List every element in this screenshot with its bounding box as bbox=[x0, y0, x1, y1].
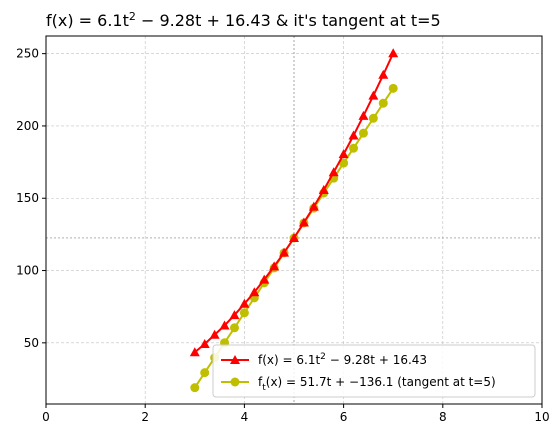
data-point bbox=[378, 98, 388, 108]
data-point bbox=[338, 149, 349, 159]
x-tick-label: 4 bbox=[241, 410, 249, 424]
data-point bbox=[358, 110, 369, 120]
data-point bbox=[259, 274, 270, 284]
data-point bbox=[190, 383, 200, 393]
data-point bbox=[239, 298, 250, 308]
data-point bbox=[289, 233, 299, 243]
tick-layer: 0 2 4 6 8 10 50 100 150 200 250 bbox=[16, 47, 550, 424]
data-point bbox=[269, 261, 280, 271]
x-tick-label: 10 bbox=[534, 410, 549, 424]
data-point bbox=[308, 201, 319, 211]
chart-title-suffix: − 9.28t + 16.43 & it's tangent at t=5 bbox=[136, 11, 441, 30]
data-point bbox=[378, 69, 389, 79]
data-point bbox=[349, 143, 359, 153]
legend-label-quadratic: f(x) = 6.1t2 − 9.28t + 16.43 bbox=[258, 352, 427, 367]
legend-label-quadratic-superscript: 2 bbox=[320, 352, 326, 362]
legend-markers bbox=[221, 355, 249, 387]
data-point bbox=[368, 90, 379, 100]
data-point bbox=[388, 48, 399, 58]
data-point bbox=[279, 247, 290, 257]
chart-title-prefix: f(x) = 6.1t bbox=[46, 11, 129, 30]
series-layer bbox=[189, 48, 399, 393]
x-tick-label: 6 bbox=[340, 410, 348, 424]
data-point bbox=[388, 83, 398, 93]
data-point bbox=[298, 217, 309, 227]
data-point bbox=[358, 128, 368, 138]
y-tick-label: 100 bbox=[16, 264, 39, 278]
legend-marker bbox=[230, 355, 240, 364]
y-tick-label: 150 bbox=[16, 191, 39, 205]
data-point bbox=[199, 338, 210, 348]
data-point bbox=[249, 287, 260, 297]
legend-label-quadratic-suffix: − 9.28t + 16.43 bbox=[326, 353, 427, 367]
data-point bbox=[318, 184, 329, 194]
data-point bbox=[328, 167, 339, 177]
x-tick-label: 0 bbox=[42, 410, 50, 424]
series-quadratic bbox=[189, 48, 399, 357]
legend-label-quadratic-prefix: f(x) = 6.1t bbox=[258, 353, 320, 367]
data-point bbox=[368, 113, 378, 123]
data-point bbox=[339, 158, 349, 168]
chart-title: f(x) = 6.1t2 − 9.28t + 16.43 & it's tang… bbox=[46, 10, 441, 30]
legend: f(x) = 6.1t2 − 9.28t + 16.43 ft(x) = 51.… bbox=[212, 344, 536, 398]
y-tick-label: 250 bbox=[16, 47, 39, 61]
data-point bbox=[229, 323, 239, 333]
legend-label-tangent-suffix: (x) = 51.7t + −136.1 (tangent at t=5) bbox=[266, 375, 496, 389]
legend-box bbox=[212, 344, 536, 398]
data-point bbox=[219, 320, 230, 330]
legend-marker bbox=[230, 377, 240, 387]
chart-title-superscript: 2 bbox=[129, 10, 136, 23]
data-point bbox=[239, 308, 249, 318]
y-tick-label: 50 bbox=[24, 336, 39, 350]
data-point bbox=[348, 130, 359, 140]
legend-label-tangent: ft(x) = 51.7t + −136.1 (tangent at t=5) bbox=[258, 375, 496, 393]
data-point bbox=[200, 368, 210, 378]
data-point bbox=[209, 329, 220, 339]
legend-label-tangent-subscript: t bbox=[262, 383, 266, 393]
x-tick-label: 8 bbox=[439, 410, 447, 424]
data-point bbox=[189, 347, 200, 357]
x-tick-label: 2 bbox=[141, 410, 149, 424]
legend-label-tangent-prefix: f bbox=[258, 375, 263, 389]
plot-area-frame bbox=[45, 35, 543, 405]
y-tick-label: 200 bbox=[16, 119, 39, 133]
data-point bbox=[229, 310, 240, 320]
